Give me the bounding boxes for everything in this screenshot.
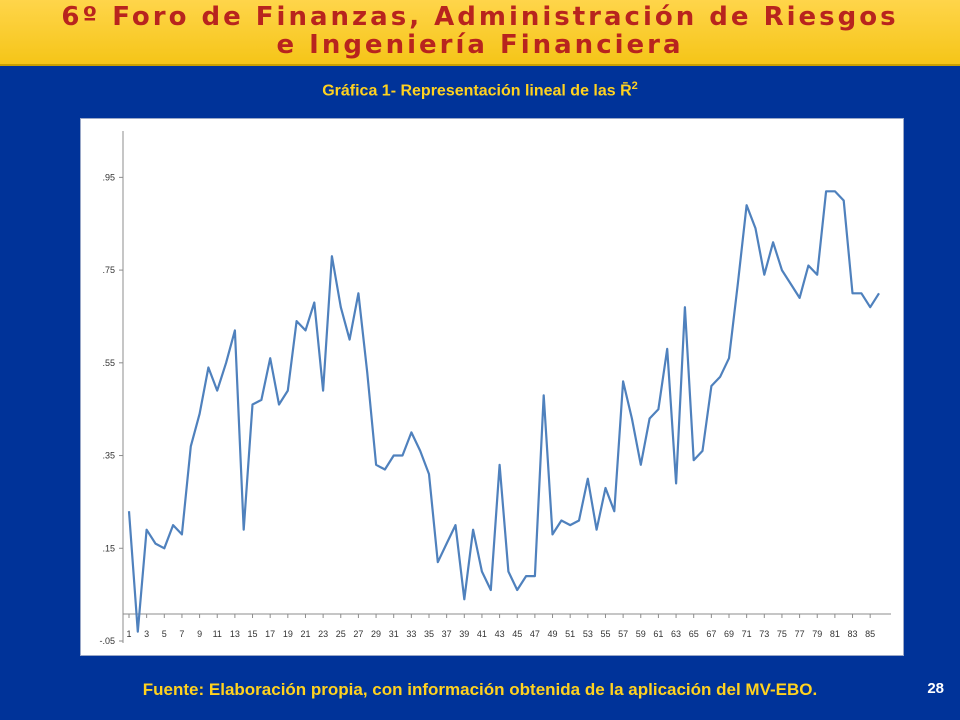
x-tick-label: 59 xyxy=(636,629,646,639)
x-tick-label: 57 xyxy=(618,629,628,639)
x-tick-label: 25 xyxy=(336,629,346,639)
x-tick-label: 55 xyxy=(600,629,610,639)
x-tick-label: 45 xyxy=(512,629,522,639)
x-tick-label: 77 xyxy=(795,629,805,639)
x-tick-label: 53 xyxy=(583,629,593,639)
x-tick-label: 27 xyxy=(353,629,363,639)
line-chart: -.05.15.35.55.75.951 3 5 7 9 11 13 15 17 19 21 23 25… xyxy=(99,131,891,646)
header-banner: 6º Foro de Finanzas, Administración de R… xyxy=(0,0,960,66)
x-tick-label: 13 xyxy=(230,629,240,639)
x-tick-label: 31 xyxy=(389,629,399,639)
x-tick-label: 21 xyxy=(300,629,310,639)
x-tick-label: 1 xyxy=(126,629,131,639)
chart-container: -.05.15.35.55.75.95 1 3 5 7 9 11 13 15 17 19 21 23 25… xyxy=(80,118,904,656)
y-tick-label: -.05 xyxy=(99,636,115,646)
x-tick-label: 11 xyxy=(213,629,222,639)
x-tick-label: 85 xyxy=(865,629,875,639)
x-tick-label: 47 xyxy=(530,629,540,639)
series-line xyxy=(127,190,880,633)
x-tick-label: 3 xyxy=(144,629,149,639)
y-tick-label: .35 xyxy=(102,451,115,461)
x-tick-label: 51 xyxy=(565,629,575,639)
x-tick-label: 15 xyxy=(248,629,258,639)
x-tick-label: 61 xyxy=(653,629,663,639)
x-tick-label: 19 xyxy=(283,629,293,639)
x-tick-label: 71 xyxy=(742,629,752,639)
x-tick-label: 63 xyxy=(671,629,681,639)
x-tick-label: 43 xyxy=(495,629,505,639)
chart-title: Gráfica 1- Representación lineal de las … xyxy=(0,80,960,100)
y-tick-label: .55 xyxy=(102,358,115,368)
x-tick-label: 79 xyxy=(812,629,822,639)
x-tick-label: 69 xyxy=(724,629,734,639)
x-tick-label: 23 xyxy=(318,629,328,639)
page-number: 28 xyxy=(927,680,944,697)
chart-title-text: Gráfica 1- Representación lineal de las … xyxy=(322,82,632,100)
chart-title-superscript: 2 xyxy=(631,80,638,92)
x-tick-label: 73 xyxy=(759,629,769,639)
x-tick-label: 33 xyxy=(406,629,416,639)
x-tick-label: 67 xyxy=(706,629,716,639)
x-tick-label: 5 xyxy=(162,629,167,639)
x-tick-label: 29 xyxy=(371,629,381,639)
y-tick-label: .75 xyxy=(102,265,115,275)
source-note: Fuente: Elaboración propia, con informac… xyxy=(142,680,818,699)
x-tick-label: 65 xyxy=(689,629,699,639)
x-tick-label: 49 xyxy=(548,629,558,639)
x-tick-label: 37 xyxy=(442,629,452,639)
x-tick-label: 41 xyxy=(477,629,487,639)
x-tick-label: 75 xyxy=(777,629,787,639)
header-title-line-2: e Ingeniería Financiera xyxy=(276,30,684,60)
x-tick-label: 83 xyxy=(848,629,858,639)
x-tick-label: 7 xyxy=(179,629,184,639)
x-tick-label: 9 xyxy=(197,629,202,639)
header-title-line-1: 6º Foro de Finanzas, Administración de R… xyxy=(61,2,899,32)
x-tick-label: 35 xyxy=(424,629,434,639)
y-tick-label: .95 xyxy=(102,172,115,182)
y-tick-label: .15 xyxy=(102,543,115,553)
x-tick-label: 17 xyxy=(265,629,275,639)
x-tick-label: 81 xyxy=(830,629,840,639)
x-tick-label: 39 xyxy=(459,629,469,639)
